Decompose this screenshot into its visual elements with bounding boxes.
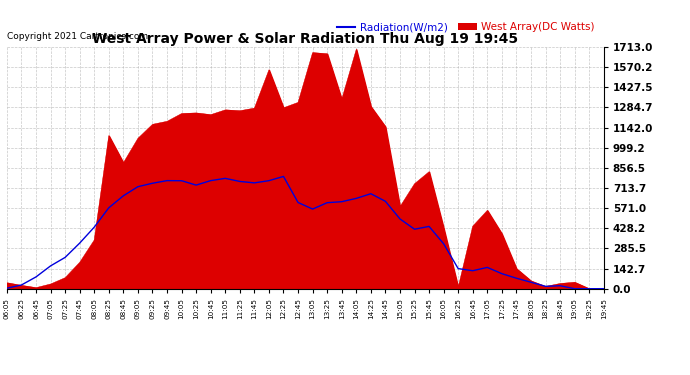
Text: Copyright 2021 Cartronics.com: Copyright 2021 Cartronics.com (7, 32, 148, 41)
Legend: Radiation(W/m2), West Array(DC Watts): Radiation(W/m2), West Array(DC Watts) (333, 18, 598, 36)
Title: West Array Power & Solar Radiation Thu Aug 19 19:45: West Array Power & Solar Radiation Thu A… (92, 32, 518, 46)
